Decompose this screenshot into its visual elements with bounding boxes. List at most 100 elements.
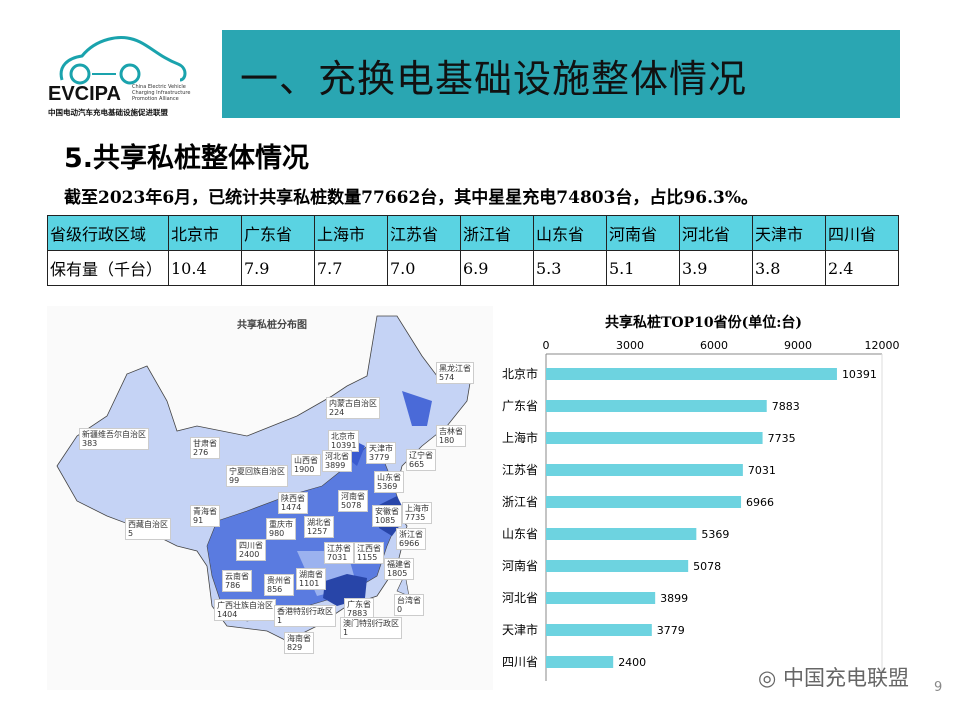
table-cell: 天津市 — [752, 215, 826, 251]
map-label-31: 香港特别行政区 1 — [274, 605, 336, 627]
map-label-0: 黑龙江省 574 — [436, 362, 474, 384]
map-label-6: 天津市 3779 — [366, 442, 396, 464]
map-label-name: 山西省 — [294, 456, 318, 465]
map-label-value: 1900 — [294, 465, 315, 474]
map-label-name: 河南省 — [341, 492, 365, 501]
table-cell: 浙江省 — [460, 215, 534, 251]
category-label: 上海市 — [502, 430, 538, 445]
map-label-12: 陕西省 1474 — [278, 492, 308, 514]
map-label-value: 1805 — [387, 569, 408, 578]
map-label-name: 重庆市 — [269, 520, 293, 529]
data-label: 3899 — [660, 592, 688, 605]
table-cell: 7.0 — [387, 250, 461, 286]
table-cell: 7.7 — [314, 250, 388, 286]
map-label-value: 383 — [82, 439, 98, 448]
map-label-value: 180 — [439, 436, 455, 445]
map-label-name: 云南省 — [225, 572, 249, 581]
map-label-value: 980 — [269, 529, 285, 538]
data-label: 7735 — [768, 432, 796, 445]
bar — [546, 560, 689, 572]
map-label-2: 新疆维吾尔自治区 383 — [79, 428, 149, 450]
bar — [546, 656, 614, 668]
wechat-icon: ◎ — [758, 666, 783, 690]
bar — [546, 528, 697, 540]
page-title: 一、充换电基础设施整体情况 — [240, 57, 748, 101]
map-label-value: 276 — [193, 448, 209, 457]
category-label: 北京市 — [502, 366, 538, 381]
china-map-shape — [56, 315, 473, 642]
map-label-value: 3899 — [325, 461, 346, 470]
table-cell: 四川省 — [825, 215, 899, 251]
map-label-7: 辽宁省 665 — [406, 449, 436, 471]
map-label-value: 2400 — [239, 550, 260, 559]
map-label-name: 山东省 — [377, 473, 401, 482]
map-label-name: 上海市 — [405, 504, 429, 513]
svg-text:Promotion Alliance: Promotion Alliance — [132, 96, 179, 102]
table-cell: 5.3 — [533, 250, 607, 286]
map-label-name: 海南省 — [287, 634, 311, 643]
table-cell: 2.4 — [825, 250, 899, 286]
map-label-10: 宁夏回族自治区 99 — [226, 465, 288, 487]
map-label-28: 广西壮族自治区 1404 — [214, 599, 276, 621]
map-label-name: 黑龙江省 — [439, 364, 471, 373]
map-label-name: 新疆维吾尔自治区 — [82, 430, 146, 439]
table-cell: 6.9 — [460, 250, 534, 286]
map-label-1: 内蒙古自治区 224 — [326, 397, 380, 419]
map-label-name: 贵州省 — [267, 576, 291, 585]
evcipa-logo: EVCIPA China Electric Vehicle Charging I… — [40, 28, 210, 120]
map-label-value: 99 — [229, 476, 240, 485]
map-label-value: 5078 — [341, 501, 362, 510]
map-label-value: 1474 — [281, 503, 302, 512]
bar — [546, 432, 763, 444]
map-label-26: 贵州省 856 — [264, 574, 294, 596]
map-label-name: 湖南省 — [299, 570, 323, 579]
data-label: 5078 — [693, 560, 721, 573]
map-label-value: 1404 — [217, 610, 238, 619]
table-header-row: 省级行政区域 北京市 广东省 上海市 江苏省 浙江省 山东省 河南省 河北省 天… — [47, 215, 899, 251]
table-cell: 3.8 — [752, 250, 826, 286]
svg-text:中国电动汽车充电基础设施促进联盟: 中国电动汽车充电基础设施促进联盟 — [48, 107, 168, 117]
x-tick-label: 9000 — [784, 339, 812, 352]
map-label-27: 湖南省 1101 — [296, 568, 326, 590]
summary-text: 截至2023年6月，已统计共享私桩数量77662台，其中星星充电74803台，占… — [64, 188, 758, 208]
data-label: 7883 — [772, 400, 800, 413]
map-label-name: 内蒙古自治区 — [329, 399, 377, 408]
x-tick-label: 6000 — [700, 339, 728, 352]
data-label: 5369 — [701, 528, 729, 541]
category-label: 河北省 — [502, 591, 538, 605]
page-number: 9 — [934, 680, 943, 695]
category-label: 天津市 — [502, 622, 538, 637]
map-label-value: 665 — [409, 460, 425, 469]
table-cell: 省级行政区域 — [47, 215, 169, 251]
data-label: 3779 — [657, 624, 685, 637]
map-label-23: 江西省 1155 — [354, 542, 384, 564]
map-label-25: 云南省 786 — [222, 570, 252, 592]
data-label: 7031 — [748, 464, 776, 477]
category-label: 四川省 — [502, 655, 538, 669]
map-label-16: 上海市 7735 — [402, 502, 432, 524]
category-label: 广东省 — [502, 399, 538, 413]
svg-text:China Electric Vehicle: China Electric Vehicle — [132, 84, 186, 90]
map-label-name: 吉林省 — [439, 427, 463, 436]
map-label-name: 广东省 — [347, 600, 371, 609]
map-label-value: 1155 — [357, 553, 378, 562]
map-label-value: 856 — [267, 585, 283, 594]
map-label-value: 7031 — [327, 553, 348, 562]
distribution-map: 共享私桩分布图 黑龙江省 574 内蒙古自治区 224 新疆维吾尔自治区 383 甘肃省 27… — [47, 306, 493, 690]
map-label-22: 江苏省 7031 — [324, 542, 354, 564]
x-tick-label: 12000 — [865, 339, 900, 352]
table-cell: 北京市 — [168, 215, 242, 251]
map-label-name: 四川省 — [239, 541, 263, 550]
wechat-watermark: ◎ 中国充电联盟 — [758, 662, 909, 692]
table-cell: 河北省 — [679, 215, 753, 251]
map-label-name: 河北省 — [325, 452, 349, 461]
bar — [546, 400, 767, 412]
map-label-name: 西藏自治区 — [128, 520, 168, 529]
table-cell: 河南省 — [606, 215, 680, 251]
table-cell: 上海市 — [314, 215, 388, 251]
table-cell: 山东省 — [533, 215, 607, 251]
map-label-24: 福建省 1805 — [384, 558, 414, 580]
map-label-32: 澳门特别行政区 1 — [340, 617, 402, 639]
map-label-9: 河北省 3899 — [322, 450, 352, 472]
map-label-value: 0 — [397, 605, 403, 614]
